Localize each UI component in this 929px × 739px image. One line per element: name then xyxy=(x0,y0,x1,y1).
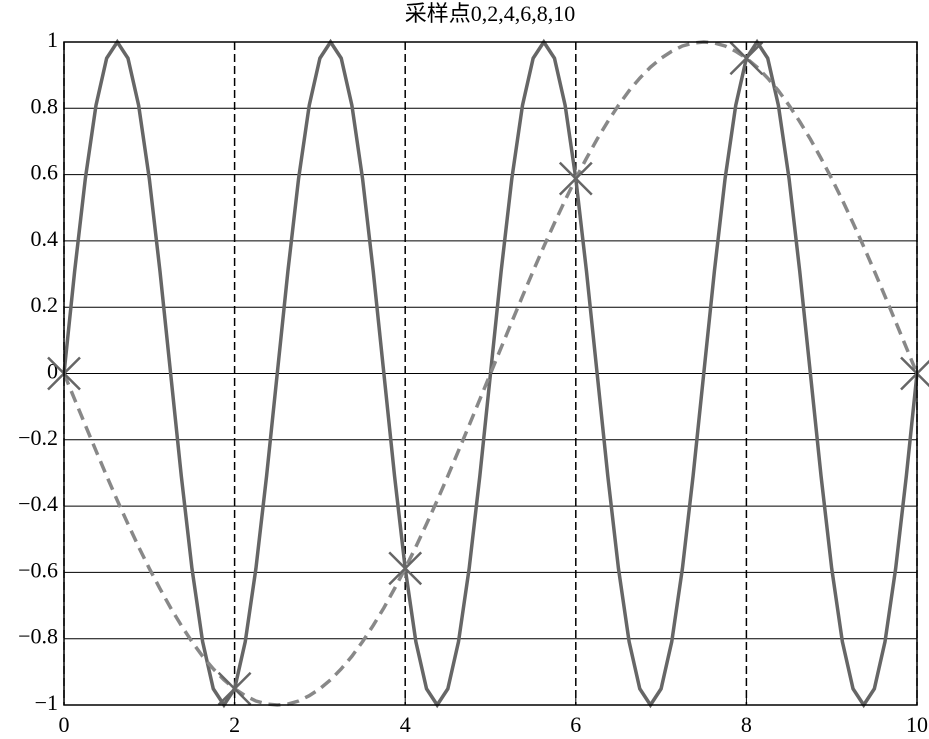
y-tick-label: −0.4 xyxy=(18,491,58,516)
series-line xyxy=(62,38,919,709)
y-tick-label: 0.2 xyxy=(31,292,59,317)
y-tick-label: 1 xyxy=(47,27,58,52)
x-tick-label: 8 xyxy=(741,712,752,737)
y-tick-label: −1 xyxy=(35,690,58,715)
y-tick-label: 0.8 xyxy=(31,93,59,118)
sample-marker xyxy=(217,671,252,706)
x-tick-label: 4 xyxy=(400,712,411,737)
y-tick-label: 0 xyxy=(47,359,58,384)
plot-frame xyxy=(63,41,918,706)
x-tick-label: 2 xyxy=(229,712,240,737)
x-tick-label: 10 xyxy=(906,712,928,737)
sample-marker xyxy=(388,551,423,586)
y-tick-label: 0.4 xyxy=(31,226,59,251)
y-tick-label: −0.2 xyxy=(18,425,58,450)
chart-title: 采样点0,2,4,6,8,10 xyxy=(405,1,576,26)
y-tick-label: −0.6 xyxy=(18,557,58,582)
y-tick-label: 0.6 xyxy=(31,160,59,185)
y-tick-label: −0.8 xyxy=(18,624,58,649)
x-tick-label: 0 xyxy=(59,712,70,737)
sample-marker xyxy=(729,41,764,76)
sample-marker xyxy=(558,161,593,196)
x-tick-label: 6 xyxy=(570,712,581,737)
